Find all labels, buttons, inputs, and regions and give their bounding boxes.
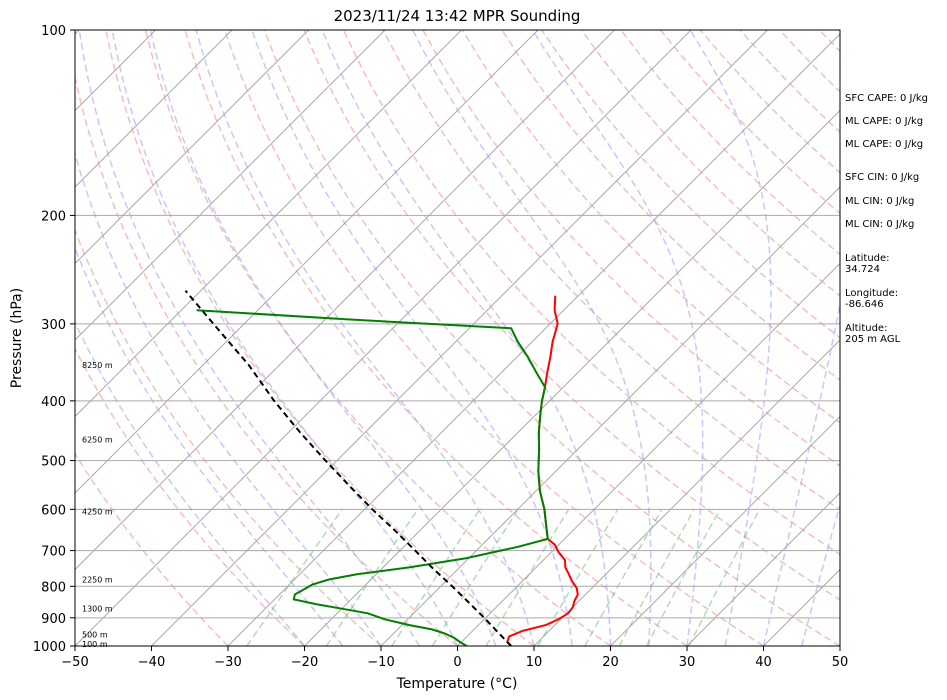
chart-title: 2023/11/24 13:42 MPR Sounding — [334, 7, 581, 25]
x-tick-label: −10 — [367, 655, 394, 670]
isotherm-line — [75, 30, 309, 265]
isotherm-line — [533, 339, 840, 646]
height-label: 100 m — [82, 640, 108, 649]
y-tick-label: 600 — [41, 503, 66, 518]
y-tick-label: 900 — [41, 612, 66, 627]
isotherm-line — [0, 30, 3, 646]
height-label: 4250 m — [82, 508, 113, 517]
x-tick-label: −50 — [61, 655, 88, 670]
height-label: 2250 m — [82, 576, 113, 585]
sounding-line — [506, 295, 579, 646]
x-tick-label: −20 — [291, 655, 318, 670]
isotherm-line — [75, 30, 386, 341]
y-axis-label: Pressure (hPa) — [9, 288, 25, 388]
longitude-value: -86.646 — [845, 299, 884, 310]
dry-adiabat — [342, 30, 840, 556]
dry-adiabat — [223, 30, 764, 646]
height-label: 1300 m — [82, 605, 113, 614]
x-tick-label: −40 — [138, 655, 165, 670]
height-label: 500 m — [82, 631, 108, 640]
altitude-value: 205 m AGL — [845, 334, 901, 345]
latitude-label: Latitude: — [845, 253, 890, 264]
moist-adiabat — [195, 30, 535, 646]
dry-adiabat — [184, 30, 688, 646]
moist-adiabat — [75, 151, 382, 646]
y-tick-label: 700 — [41, 545, 66, 560]
axes: −50 −40 −30 −20 −10 0 10 20 30 40 50 1000 900 800 700 6… — [33, 24, 848, 670]
y-tick-label: 1000 — [33, 640, 66, 655]
dry-adiabat — [75, 452, 229, 646]
dry-adiabat — [382, 30, 840, 511]
moist-adiabat — [689, 30, 772, 646]
longitude-label: Longitude: — [845, 288, 899, 299]
moist-adiabat — [412, 30, 652, 646]
height-label: 6250 m — [82, 435, 113, 444]
ml-cape-stat: ML CAPE: 0 J/kg — [845, 116, 924, 127]
dry-adiabat — [75, 347, 306, 646]
dry-adiabat — [541, 30, 840, 339]
dry-adiabat — [75, 73, 458, 646]
background-lines — [0, 30, 840, 646]
dry-adiabat — [580, 30, 840, 297]
plot-area — [75, 30, 840, 646]
x-tick-label: 50 — [832, 655, 849, 670]
moist-adiabat — [111, 30, 459, 646]
x-axis-label: Temperature (°C) — [396, 676, 518, 692]
x-tick-label: −30 — [214, 655, 241, 670]
sfc-cin-stat: SFC CIN: 0 J/kg — [845, 172, 920, 183]
isotherm-line — [75, 30, 692, 646]
dry-adiabat — [263, 30, 840, 646]
dry-adiabat — [105, 30, 535, 646]
moist-adiabat — [801, 502, 840, 646]
isotherm-line — [227, 33, 840, 646]
isotherm-line — [380, 186, 840, 646]
dry-adiabat — [303, 30, 840, 601]
moist-adiabat — [251, 30, 574, 646]
ml-cape-stat-2: ML CAPE: 0 J/kg — [845, 139, 924, 150]
dry-adiabat — [422, 30, 840, 467]
x-tick-label: 40 — [755, 655, 772, 670]
sounding-line — [196, 309, 549, 646]
isotherm-line — [75, 30, 462, 418]
sounding-line — [184, 290, 512, 646]
moist-adiabat — [78, 30, 420, 646]
x-tick-label: 20 — [602, 655, 619, 670]
latitude-value: 34.724 — [845, 264, 880, 275]
height-label: 8250 m — [82, 361, 113, 370]
isotherm-line — [457, 262, 840, 646]
dry-adiabat — [501, 30, 840, 381]
ml-cin-stat: ML CIN: 0 J/kg — [845, 196, 915, 207]
isotherm-line — [151, 30, 768, 646]
dry-adiabat — [461, 30, 840, 424]
x-tick-label: 0 — [453, 655, 461, 670]
moist-adiabat — [75, 320, 306, 646]
moist-adiabat — [149, 30, 497, 646]
isotherm-line — [686, 492, 840, 646]
dry-adiabat — [75, 228, 382, 646]
sfc-cape-stat: SFC CAPE: 0 J/kg — [845, 93, 928, 104]
ml-cin-stat-2: ML CIN: 0 J/kg — [845, 219, 915, 230]
altitude-label: Altitude: — [845, 323, 888, 334]
isotherm-line — [610, 415, 840, 646]
x-tick-label: 10 — [526, 655, 543, 670]
isotherm-line — [304, 109, 840, 646]
dry-adiabat — [144, 30, 611, 646]
y-tick-label: 800 — [41, 580, 66, 595]
moist-adiabat — [762, 300, 840, 646]
y-tick-label: 100 — [41, 24, 66, 39]
series-layer — [184, 290, 579, 646]
moist-adiabat — [532, 30, 704, 646]
y-tick-label: 500 — [41, 455, 66, 470]
y-tick-label: 300 — [41, 318, 66, 333]
y-tick-label: 400 — [41, 395, 66, 410]
isotherm-line — [75, 30, 233, 188]
isotherm-line — [75, 30, 539, 494]
y-tick-label: 200 — [41, 209, 66, 224]
isotherm-line — [75, 30, 615, 571]
x-tick-label: 30 — [679, 655, 696, 670]
